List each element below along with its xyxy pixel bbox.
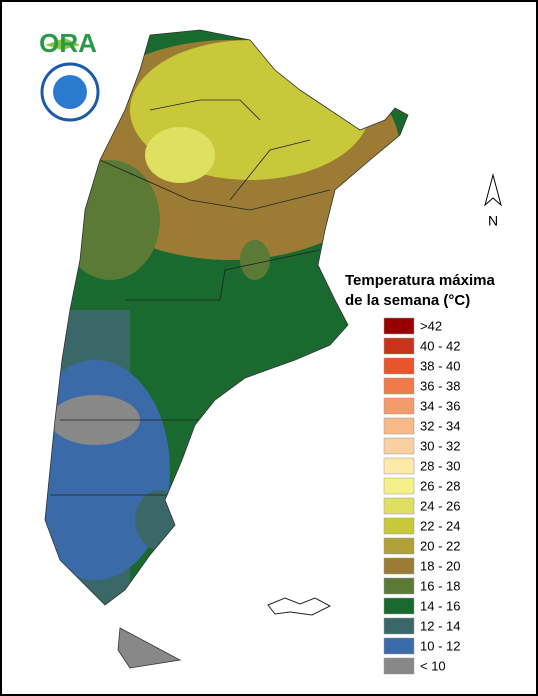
legend-title: de la semana (°C) bbox=[345, 292, 470, 309]
legend-label: 18 - 20 bbox=[420, 558, 460, 573]
legend-label: 28 - 30 bbox=[420, 458, 460, 473]
legend-swatch bbox=[383, 517, 415, 535]
logo-leaf bbox=[45, 38, 80, 50]
legend-label: 12 - 14 bbox=[420, 618, 460, 633]
legend-label: >42 bbox=[420, 318, 442, 333]
legend-swatch bbox=[383, 397, 415, 415]
north-arrow bbox=[484, 173, 502, 207]
legend-title: Temperatura máxima bbox=[345, 272, 495, 289]
legend-label: 16 - 18 bbox=[420, 578, 460, 593]
legend-swatch bbox=[383, 497, 415, 515]
north-label: N bbox=[488, 213, 498, 229]
legend-swatch bbox=[383, 637, 415, 655]
legend-swatch bbox=[383, 317, 415, 335]
islands bbox=[267, 597, 332, 616]
legend-swatch bbox=[383, 437, 415, 455]
legend-label: 24 - 26 bbox=[420, 498, 460, 513]
legend: >42 40 - 42 38 - 40 36 - 38 34 - 36 32 - 34 30… bbox=[383, 317, 460, 675]
legend-swatch bbox=[383, 377, 415, 395]
legend-swatch bbox=[383, 557, 415, 575]
legend-label: 20 - 22 bbox=[420, 538, 460, 553]
legend-label: 10 - 12 bbox=[420, 638, 460, 653]
logo-text: ORA bbox=[39, 28, 97, 58]
legend-swatch bbox=[383, 597, 415, 615]
legend-label: 30 - 32 bbox=[420, 438, 460, 453]
legend-label: 38 - 40 bbox=[420, 358, 460, 373]
legend-label: 22 - 24 bbox=[420, 518, 460, 533]
legend-swatch bbox=[383, 657, 415, 675]
legend-label: 14 - 16 bbox=[420, 598, 460, 613]
legend-swatch bbox=[383, 617, 415, 635]
legend-label: 36 - 38 bbox=[420, 378, 460, 393]
legend-swatch bbox=[383, 577, 415, 595]
legend-swatch bbox=[383, 457, 415, 475]
legend-label: 34 - 36 bbox=[420, 398, 460, 413]
country-outline bbox=[44, 29, 409, 606]
tierra-del-fuego bbox=[117, 627, 182, 669]
legend-swatch bbox=[383, 537, 415, 555]
legend-swatch bbox=[383, 417, 415, 435]
legend-swatch bbox=[383, 357, 415, 375]
legend-label: < 10 bbox=[420, 658, 446, 673]
legend-label: 32 - 34 bbox=[420, 418, 460, 433]
legend-swatch bbox=[383, 337, 415, 355]
province-borders bbox=[50, 99, 331, 496]
legend-swatch bbox=[383, 477, 415, 495]
legend-label: 26 - 28 bbox=[420, 478, 460, 493]
legend-label: 40 - 42 bbox=[420, 338, 460, 353]
badge-globe bbox=[53, 75, 87, 109]
